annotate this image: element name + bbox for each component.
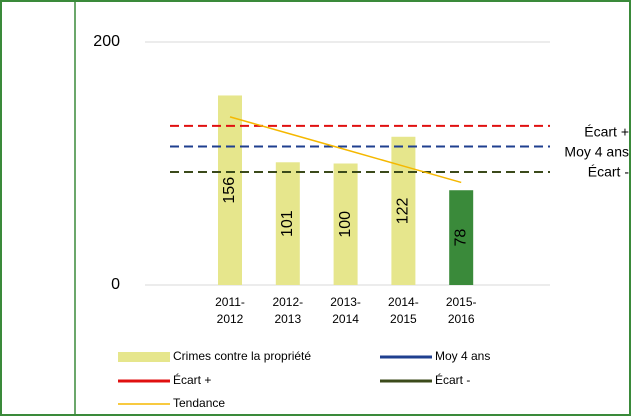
bar xyxy=(333,163,358,285)
legend-label: Écart + xyxy=(173,372,211,387)
bar xyxy=(391,136,416,285)
bar xyxy=(449,190,474,285)
x-tick-label: 2013-2014 xyxy=(330,295,361,326)
x-tick-label: 2014-2015 xyxy=(388,295,419,326)
legend-swatch xyxy=(118,352,170,362)
data-label: 78 xyxy=(452,229,469,247)
y-tick-label: 0 xyxy=(111,276,120,293)
y-tick-label: 200 xyxy=(93,33,120,50)
data-label: 122 xyxy=(395,197,412,224)
data-label: 156 xyxy=(221,177,238,204)
line-label: Moy 4 ans xyxy=(564,144,629,160)
data-label: 100 xyxy=(337,211,354,238)
line-label: Écart + xyxy=(584,124,629,140)
bar xyxy=(275,162,300,285)
data-label: 101 xyxy=(279,210,296,237)
bar xyxy=(218,95,242,286)
legend-label: Écart - xyxy=(435,372,470,387)
x-tick-label: 2012-2013 xyxy=(272,295,304,326)
legend-label: Tendance xyxy=(173,396,225,410)
line-label: Écart - xyxy=(588,164,630,180)
legend-label: Moy 4 ans xyxy=(435,349,490,363)
legend-label: Crimes contre la propriété xyxy=(173,349,311,363)
trend-line xyxy=(229,116,462,184)
x-tick-label: 2015-2016 xyxy=(445,295,477,326)
x-tick-label: 2011-2012 xyxy=(215,295,245,326)
